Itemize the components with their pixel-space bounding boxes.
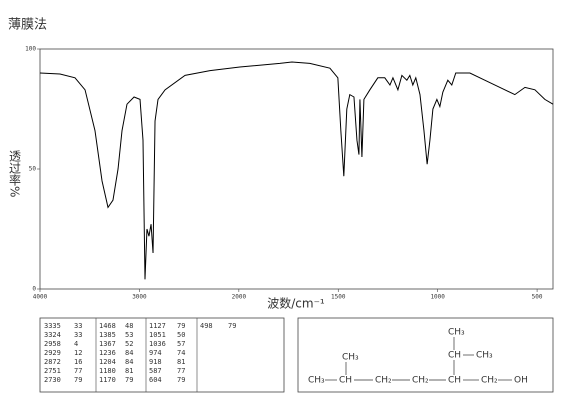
peak-transmittance: 84 <box>125 349 133 357</box>
atom: CH₂ <box>375 376 392 386</box>
peak-wavenumber: 1036 <box>149 340 166 348</box>
y-tick-label: 100 <box>25 46 36 53</box>
peak-transmittance: 16 <box>74 358 82 366</box>
peak-transmittance: 77 <box>177 367 185 375</box>
peak-transmittance: 4 <box>74 340 78 348</box>
peak-transmittance: 79 <box>177 322 185 330</box>
peak-wavenumber: 3324 <box>44 331 61 339</box>
peak-transmittance: 52 <box>125 340 133 348</box>
peak-wavenumber: 918 <box>149 358 162 366</box>
peak-transmittance: 79 <box>74 376 82 384</box>
x-tick-label: 2000 <box>232 294 247 301</box>
spectrum-line <box>39 61 554 280</box>
x-tick-label: 1500 <box>331 294 346 301</box>
x-tick-label: 500 <box>532 294 543 301</box>
peak-wavenumber: 2751 <box>44 367 61 375</box>
peak-wavenumber: 1385 <box>99 331 116 339</box>
peak-transmittance: 74 <box>177 349 185 357</box>
atom: CH₃ <box>308 376 325 386</box>
atom: CH₂ <box>481 376 498 386</box>
x-tick-label: 3000 <box>132 294 147 301</box>
chart-title: 薄膜法 <box>8 18 47 33</box>
atom: CH₃ <box>342 353 359 363</box>
structure: CH₃ CH CH₂ CH₂ CH CH₂ OH CH₃ CH₃ CH CH₃ <box>308 328 528 386</box>
y-axis-label: 透过率% <box>8 150 22 198</box>
peak-table-frame <box>39 317 285 393</box>
peak-transmittance: 79 <box>228 322 236 330</box>
peak-transmittance: 48 <box>125 322 133 330</box>
peak-transmittance: 81 <box>125 367 133 375</box>
peak-wavenumber: 1367 <box>99 340 116 348</box>
peak-transmittance: 33 <box>74 331 82 339</box>
peak-transmittance: 79 <box>125 376 133 384</box>
peak-wavenumber: 2929 <box>44 349 61 357</box>
peak-wavenumber: 2958 <box>44 340 61 348</box>
peak-transmittance: 77 <box>74 367 82 375</box>
x-axis-label: 波数/cm⁻¹ <box>267 296 325 311</box>
peak-wavenumber: 1204 <box>99 358 116 366</box>
atom: CH₂ <box>412 376 429 386</box>
peak-wavenumber: 3335 <box>44 322 61 330</box>
peak-wavenumber: 1127 <box>149 322 166 330</box>
peak-transmittance: 81 <box>177 358 185 366</box>
atom: CH <box>339 376 352 386</box>
peak-wavenumber: 974 <box>149 349 162 357</box>
peak-transmittance: 57 <box>177 340 185 348</box>
peak-transmittance: 53 <box>125 331 133 339</box>
y-tick-label: 0 <box>32 286 36 293</box>
peak-transmittance: 84 <box>125 358 133 366</box>
peak-wavenumber: 1051 <box>149 331 166 339</box>
peak-wavenumber: 1170 <box>99 376 116 384</box>
peak-transmittance: 79 <box>177 376 185 384</box>
structure-frame <box>297 317 554 393</box>
peak-wavenumber: 498 <box>200 322 213 330</box>
atom: OH <box>514 376 528 386</box>
atom: CH <box>448 351 461 361</box>
atom: CH₃ <box>448 328 465 338</box>
peak-transmittance: 12 <box>74 349 82 357</box>
y-tick-label: 50 <box>29 166 37 173</box>
peak-wavenumber: 2872 <box>44 358 61 366</box>
peak-wavenumber: 1180 <box>99 367 116 375</box>
peak-wavenumber: 1236 <box>99 349 116 357</box>
peak-table: 3335 33 3324 33 2958 4 2929 12 2872 16 2751 77 2730 7… <box>44 322 236 384</box>
peak-transmittance: 50 <box>177 331 185 339</box>
plot-frame <box>39 48 554 290</box>
peak-transmittance: 33 <box>74 322 82 330</box>
peak-wavenumber: 604 <box>149 376 162 384</box>
peak-wavenumber: 1468 <box>99 322 116 330</box>
x-tick-label: 1000 <box>430 294 445 301</box>
x-tick-label: 4000 <box>33 294 48 301</box>
atom: CH <box>448 376 461 386</box>
peak-wavenumber: 2730 <box>44 376 61 384</box>
peak-wavenumber: 587 <box>149 367 162 375</box>
atom: CH₃ <box>476 351 493 361</box>
